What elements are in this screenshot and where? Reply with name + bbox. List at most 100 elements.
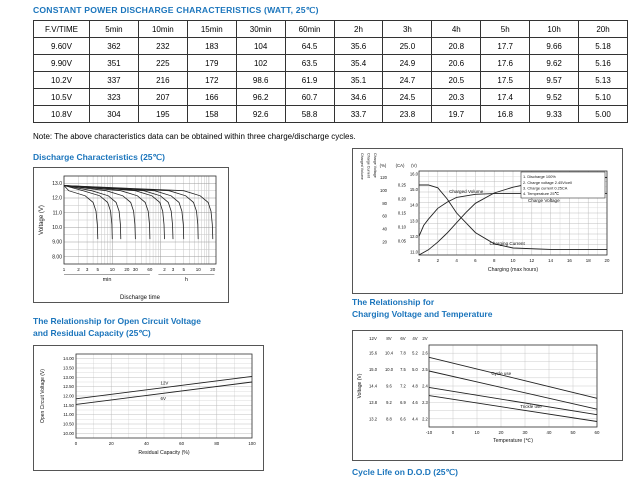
col-header: 4h [431,20,482,38]
table-cell: 24.9 [382,54,433,72]
svg-text:10: 10 [196,267,202,272]
svg-text:7.2: 7.2 [400,384,406,389]
svg-text:18: 18 [586,258,591,263]
charging-characteristics-chart: Charged Volume Charge Current Charge Volta… [352,148,623,294]
svg-text:2.6: 2.6 [422,351,428,356]
svg-text:20: 20 [499,430,504,435]
table-cell: 63.5 [284,54,335,72]
table-cell: 16.8 [480,105,531,123]
table-cell: 17.7 [480,37,531,55]
svg-text:6: 6 [474,258,477,263]
svg-text:0.25: 0.25 [398,183,407,188]
svg-text:10.4: 10.4 [385,351,394,356]
svg-text:2. Charge voltage 2.45V/cell: 2. Charge voltage 2.45V/cell [523,180,572,185]
page-title: CONSTANT POWER DISCHARGE CHARACTERISTICS… [33,5,319,15]
table-cell: 207 [137,88,188,106]
table-cell: 9.52 [529,88,580,106]
table-cell: 216 [137,71,188,89]
note-text: Note: The above characteristics data can… [33,132,356,141]
svg-text:5.2: 5.2 [412,351,418,356]
svg-text:4.4: 4.4 [412,416,418,421]
svg-text:60: 60 [179,441,184,446]
table-cell: 61.9 [284,71,335,89]
section-title-cycle-life: Cycle Life on D.O.D (25℃) [352,467,458,477]
svg-text:5.0: 5.0 [412,367,418,372]
svg-text:10: 10 [110,267,116,272]
table-row: 9.90V 351 225 179 102 63.5 35.4 24.9 20.6 17.6 9.6… [33,54,628,72]
charging-voltage-temperature-chart: 12V 8V 6V 4V 2V 15.6 10.4 7.8 5.2 2.6 15.0 10.0 7.5 5… [352,330,623,461]
svg-text:9.00: 9.00 [52,240,62,246]
open-circuit-voltage-chart: 12V 6V 14.00 13.50 13.00 12.50 12.00 11.50 11.00… [33,345,264,471]
table-row: 10.8V 304 195 158 92.6 58.8 33.7 23.8 19.7 16.8 9.… [33,105,628,123]
table-cell: 17.4 [480,88,531,106]
svg-text:(V): (V) [411,163,417,168]
svg-text:7.5: 7.5 [400,367,406,372]
table-row: 9.60V 362 232 183 104 64.5 35.6 25.0 20.8 17.7 9.6… [33,37,628,55]
table-cell: 25.0 [382,37,433,55]
svg-text:11.50: 11.50 [63,403,74,408]
svg-text:12V: 12V [161,381,169,386]
table-cell: 35.6 [333,37,384,55]
discharge-characteristics-chart: 13.0 12.0 11.0 10.0 9.00 8.00 1 2 3 5 10 20 30 60 2 3 5 1… [33,167,229,303]
table-cell: 17.5 [480,71,531,89]
svg-text:16.0: 16.0 [410,172,419,177]
table-cell: 225 [137,54,188,72]
svg-text:1. Discharge 100%: 1. Discharge 100% [523,174,556,179]
svg-text:14.4: 14.4 [369,384,378,389]
svg-text:0.20: 0.20 [398,197,407,202]
svg-text:100: 100 [248,441,256,446]
svg-text:2: 2 [77,267,80,272]
svg-text:0: 0 [418,258,421,263]
table-header-row: F.V/TIME 5min 10min 15min 30min 60min 2h 3h 4h 5h… [33,20,628,38]
svg-text:15.0: 15.0 [410,187,419,192]
table-cell: 24.7 [382,71,433,89]
table-cell: 19.7 [431,105,482,123]
svg-text:12V: 12V [369,336,377,341]
svg-text:8: 8 [493,258,496,263]
svg-text:Trickle use: Trickle use [520,404,542,409]
svg-text:5: 5 [182,267,185,272]
col-header: 20h [578,20,628,38]
table-cell: 5.18 [578,37,628,55]
section-title-charging-voltage-line2: Charging Voltage and Temperature [352,309,493,319]
table-cell: 35.4 [333,54,384,72]
table-cell: 33.7 [333,105,384,123]
svg-text:10.00: 10.00 [63,431,75,436]
svg-text:13.50: 13.50 [63,366,75,371]
svg-text:40: 40 [382,227,387,232]
svg-text:11.00: 11.00 [63,412,74,417]
svg-text:10.50: 10.50 [63,422,75,427]
table-cell: 304 [89,105,139,123]
svg-text:3: 3 [172,267,175,272]
svg-text:6.9: 6.9 [400,400,406,405]
svg-text:80: 80 [214,441,219,446]
svg-text:Charging (max hours): Charging (max hours) [488,267,538,273]
svg-text:14: 14 [548,258,553,263]
table-cell: 183 [186,37,237,55]
table-cell: 9.90V [33,54,90,72]
svg-text:60: 60 [595,430,600,435]
svg-text:30: 30 [133,267,139,272]
svg-text:Charged Volume: Charged Volume [449,189,484,194]
svg-text:11.0: 11.0 [410,249,419,254]
svg-text:12.0: 12.0 [410,234,419,239]
svg-text:6.6: 6.6 [400,416,406,421]
table-cell: 195 [137,105,188,123]
svg-text:6V: 6V [400,336,405,341]
svg-text:(CA): (CA) [396,163,405,168]
svg-text:min: min [103,277,112,283]
svg-text:10.0: 10.0 [385,367,394,372]
svg-text:60: 60 [382,214,387,219]
table-cell: 9.57 [529,71,580,89]
svg-text:0.15: 0.15 [398,211,407,216]
svg-text:8V: 8V [386,336,391,341]
table-cell: 10.2V [33,71,90,89]
svg-text:13.0: 13.0 [410,218,419,223]
table-cell: 24.5 [382,88,433,106]
svg-text:1: 1 [63,267,66,272]
svg-text:0.10: 0.10 [398,225,407,230]
svg-text:3. Charge current 0.25CA: 3. Charge current 0.25CA [523,185,568,190]
svg-text:14.00: 14.00 [63,356,75,361]
table-cell: 5.00 [578,105,628,123]
svg-text:20: 20 [124,267,130,272]
